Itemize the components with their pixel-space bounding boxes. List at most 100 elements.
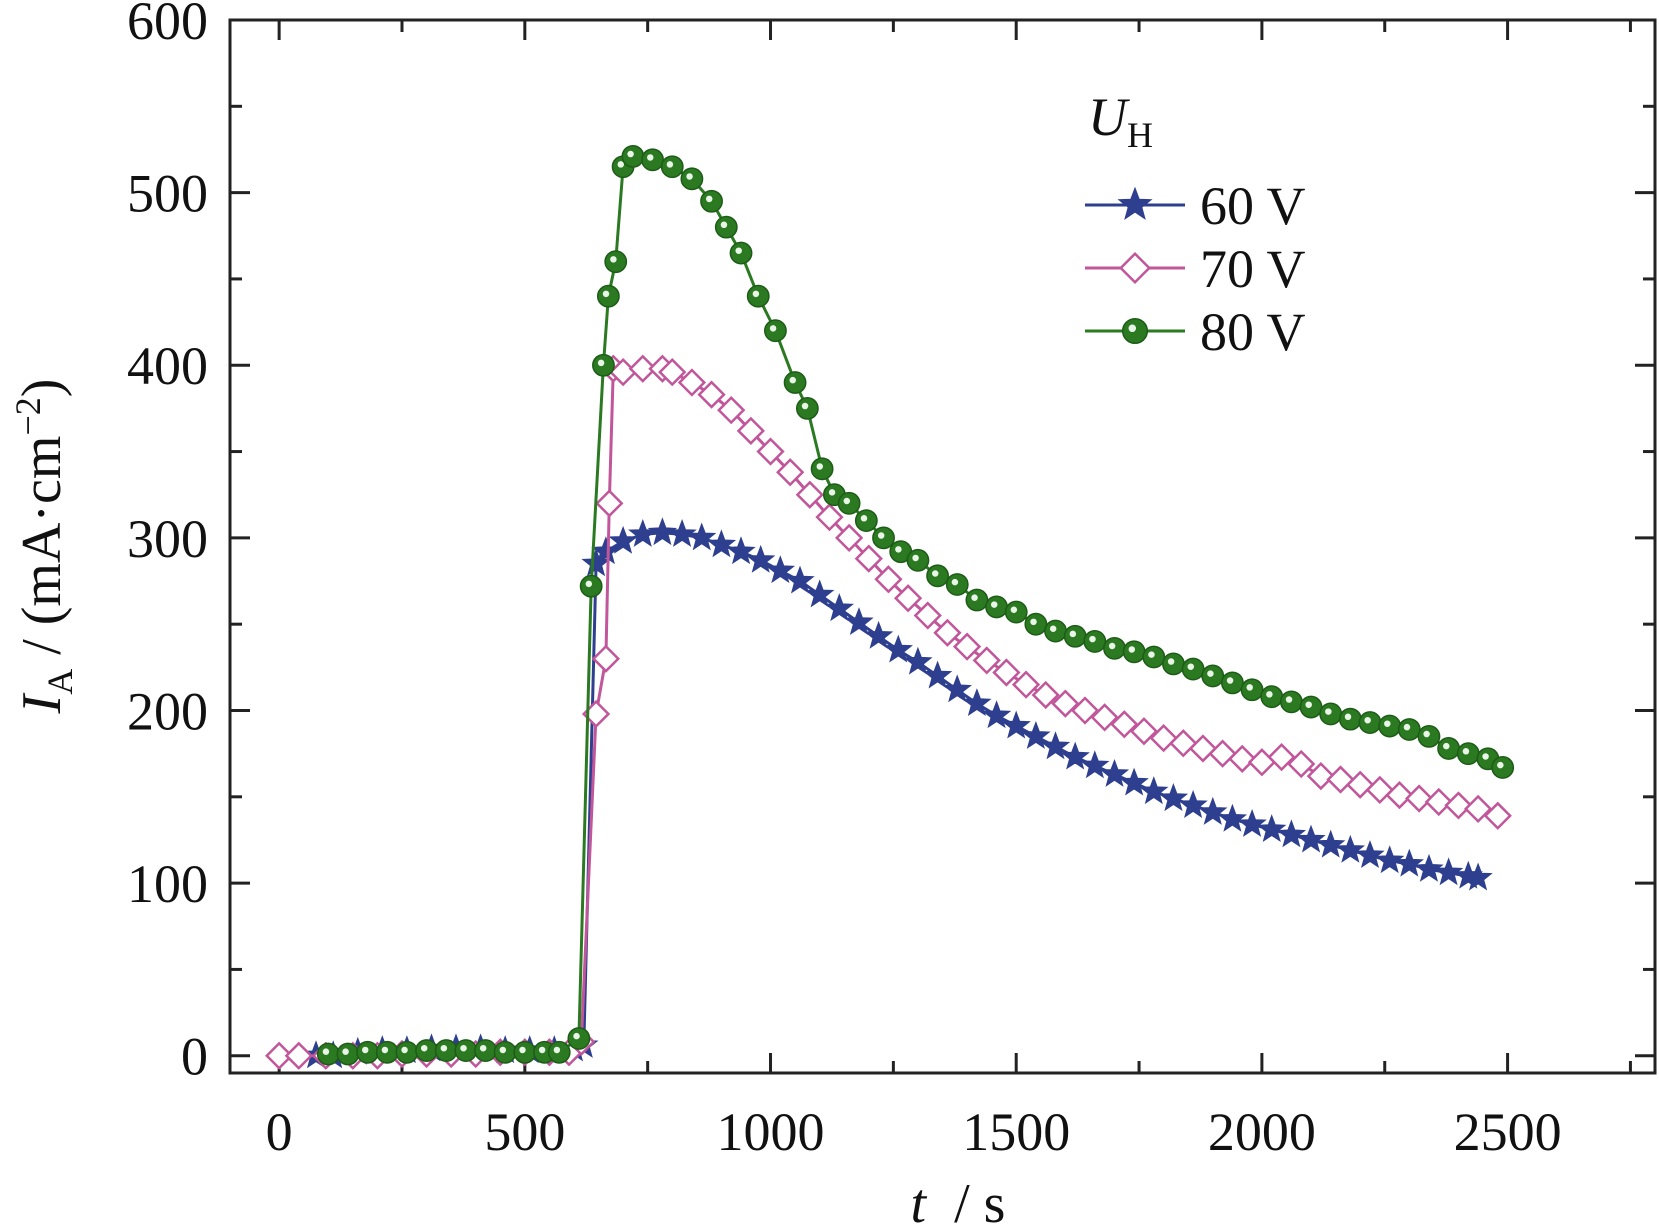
data-point-circle-highlight — [1128, 646, 1136, 653]
data-point-circle — [1417, 724, 1441, 748]
y-tick-label: 200 — [127, 681, 208, 741]
data-point-circle — [1279, 690, 1303, 714]
data-point-circle — [837, 491, 861, 515]
data-point-star — [1117, 186, 1153, 220]
data-point-diamond — [1149, 723, 1178, 753]
data-point-diamond — [1365, 775, 1394, 805]
data-point-diamond — [913, 601, 942, 630]
data-point-circle-highlight — [1266, 691, 1273, 698]
data-point-diamond — [697, 380, 726, 409]
data-point-circle-body — [1299, 695, 1323, 719]
data-point-circle-body — [1378, 714, 1402, 738]
data-point-circle — [854, 509, 878, 533]
data-point-diamond — [1385, 780, 1414, 810]
data-point-circle-body — [1044, 619, 1067, 643]
data-point-circle — [783, 371, 807, 394]
data-point-circle-body — [795, 396, 819, 420]
data-point-circle-body — [1397, 718, 1421, 741]
data-point-circle-body — [375, 1040, 399, 1064]
series-layer — [265, 144, 1515, 1070]
data-point-circle — [926, 564, 949, 588]
x-tick-label: 1500 — [962, 1102, 1070, 1162]
data-point-circle-highlight — [602, 290, 610, 298]
x-axis-unit: s — [984, 1173, 1006, 1225]
data-point-star — [1158, 783, 1189, 812]
data-point-circle — [567, 1027, 591, 1050]
data-point-circle — [945, 573, 969, 596]
data-point-circle-highlight — [499, 1046, 507, 1054]
data-point-circle — [316, 1042, 340, 1066]
x-tick-label: 2000 — [1208, 1102, 1316, 1162]
data-point-circle-highlight — [1482, 753, 1489, 760]
data-point-circle-highlight — [1423, 730, 1430, 738]
data-point-circle — [700, 189, 723, 213]
data-point-circle — [474, 1039, 497, 1062]
data-point-circle-body — [474, 1039, 497, 1062]
data-point-diamond — [1118, 251, 1152, 285]
data-point-circle-body — [700, 189, 723, 213]
data-point-diamond — [1228, 744, 1257, 773]
data-point-circle — [434, 1039, 458, 1062]
data-point-circle-highlight — [877, 532, 885, 539]
data-point-star — [804, 579, 835, 608]
data-point-circle-body — [604, 250, 628, 274]
data-point-circle-highlight — [519, 1046, 526, 1054]
data-point-diamond — [815, 503, 844, 532]
series-circle — [316, 144, 1515, 1066]
data-point-circle-highlight — [1108, 642, 1116, 650]
data-point-diamond — [1031, 680, 1060, 710]
data-point-circle-highlight — [573, 1032, 580, 1040]
data-point-circle — [1142, 645, 1166, 669]
data-point-circle — [746, 284, 770, 308]
data-point-diamond — [1483, 801, 1512, 830]
data-point-circle-body — [356, 1040, 379, 1064]
data-point-circle — [1456, 742, 1480, 766]
data-point-circle-highlight — [843, 497, 851, 505]
data-point-star — [765, 555, 796, 584]
data-point-circle-body — [1279, 690, 1303, 714]
data-point-circle-body — [395, 1040, 419, 1064]
y-axis-subscript: A — [40, 669, 80, 695]
data-point-star — [1198, 796, 1228, 825]
data-point-diamond — [265, 1041, 294, 1070]
data-point-star — [844, 607, 874, 635]
legend-title: UH — [1088, 87, 1153, 155]
data-point-diamond — [1090, 703, 1119, 732]
x-axis-label: t / s — [911, 1173, 1006, 1225]
data-point-circle-highlight — [610, 256, 617, 263]
data-point-circle-body — [1260, 685, 1284, 709]
data-point-circle-highlight — [381, 1046, 389, 1054]
y-tick-label: 300 — [127, 509, 208, 569]
data-point-circle-highlight — [1187, 663, 1195, 670]
data-point-circle — [604, 250, 628, 274]
data-point-circle-body — [336, 1042, 360, 1066]
data-point-circle — [764, 319, 787, 343]
data-point-diamond — [874, 565, 903, 594]
data-point-circle-highlight — [1325, 708, 1332, 715]
data-point-circle — [729, 241, 753, 265]
data-point-star — [883, 634, 913, 663]
data-point-circle-body — [1417, 724, 1441, 748]
data-point-circle-body — [1142, 645, 1166, 669]
data-point-circle — [1260, 685, 1284, 709]
data-point-star — [706, 529, 737, 558]
data-point-circle-body — [1221, 671, 1244, 695]
data-point-star — [1001, 710, 1031, 739]
data-point-circle-body — [1103, 636, 1126, 660]
data-point-circle-body — [729, 241, 753, 265]
series-star — [301, 517, 1493, 1069]
legend-label: 70 V — [1200, 239, 1306, 299]
data-point-circle-highlight — [460, 1044, 467, 1052]
y-axis-unit-exponent: −2 — [8, 397, 48, 435]
data-point-star — [687, 522, 717, 551]
data-point-diamond — [1188, 734, 1218, 763]
data-point-circle-highlight — [1128, 324, 1137, 333]
data-point-circle — [1358, 711, 1382, 734]
data-point-circle-body — [493, 1040, 517, 1064]
y-axis-symbol: I — [11, 692, 73, 714]
data-point-circle-body — [1456, 742, 1480, 766]
plot-frame — [228, 18, 1657, 1075]
data-point-circle-body — [926, 564, 949, 588]
data-point-star — [962, 688, 992, 717]
